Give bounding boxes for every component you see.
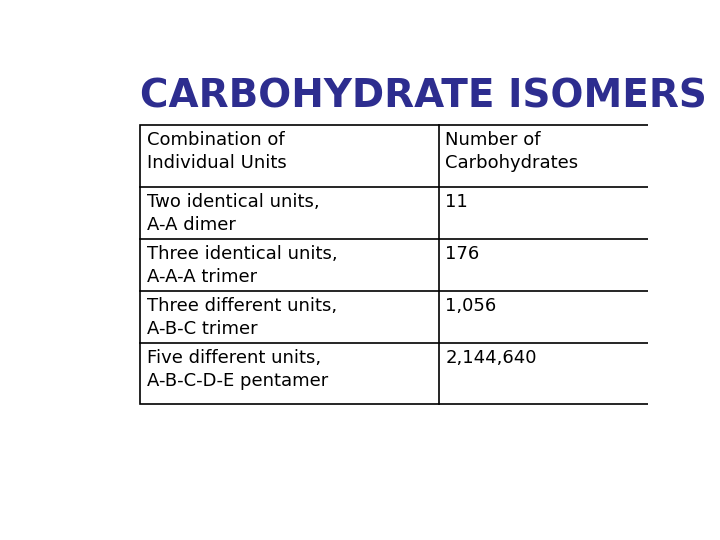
- Text: Three identical units,
A-A-A trimer: Three identical units, A-A-A trimer: [147, 245, 338, 286]
- Text: 176: 176: [446, 245, 480, 263]
- Text: Three different units,
A-B-C trimer: Three different units, A-B-C trimer: [147, 297, 337, 338]
- Text: Number of
Carbohydrates: Number of Carbohydrates: [446, 131, 579, 172]
- Text: Combination of
Individual Units: Combination of Individual Units: [147, 131, 287, 172]
- Text: 1,056: 1,056: [446, 297, 497, 315]
- Bar: [140, 125, 654, 404]
- Text: 11: 11: [446, 193, 468, 211]
- Text: Two identical units,
A-A dimer: Two identical units, A-A dimer: [147, 193, 320, 234]
- Text: CARBOHYDRATE ISOMERS: CARBOHYDRATE ISOMERS: [140, 77, 707, 115]
- Text: Five different units,
A-B-C-D-E pentamer: Five different units, A-B-C-D-E pentamer: [147, 349, 328, 390]
- Text: 2,144,640: 2,144,640: [446, 349, 537, 367]
